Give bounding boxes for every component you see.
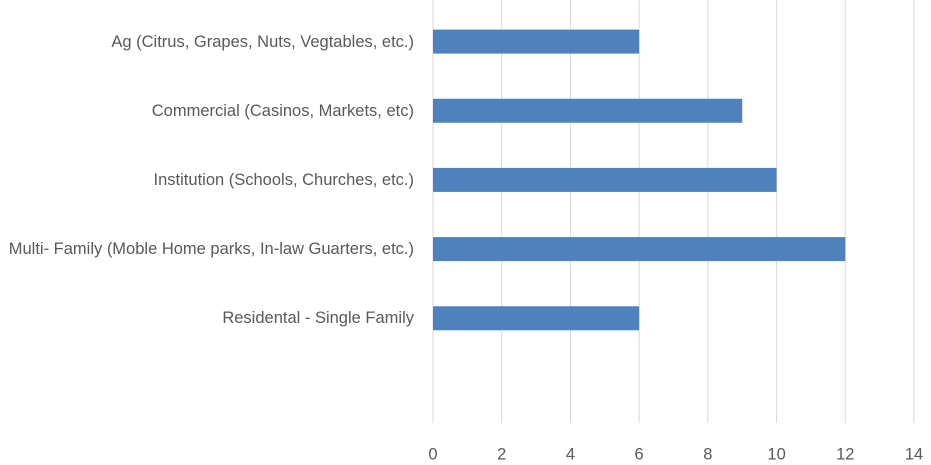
bar — [433, 306, 640, 331]
bar — [433, 167, 777, 192]
y-tick-label: Multi- Family (Moble Home parks, In-law … — [8, 240, 414, 259]
y-tick-label: Commercial (Casinos, Markets, etc) — [151, 101, 414, 120]
x-tick-label: 12 — [836, 445, 854, 463]
x-tick-label: 4 — [566, 445, 575, 463]
y-tick-label: Institution (Schools, Churches, etc.) — [153, 170, 414, 189]
x-tick-label: 6 — [635, 445, 644, 463]
x-tick-label: 14 — [905, 445, 923, 463]
bar — [433, 237, 846, 262]
bar — [433, 98, 743, 123]
x-tick-label: 10 — [767, 445, 785, 463]
y-tick-label: Residental - Single Family — [222, 309, 414, 328]
x-tick-label: 2 — [497, 445, 506, 463]
y-tick-label: Ag (Citrus, Grapes, Nuts, Vegtables, etc… — [111, 32, 414, 51]
x-tick-label: 8 — [703, 445, 712, 463]
x-tick-label: 0 — [428, 445, 437, 463]
bar — [433, 29, 640, 54]
